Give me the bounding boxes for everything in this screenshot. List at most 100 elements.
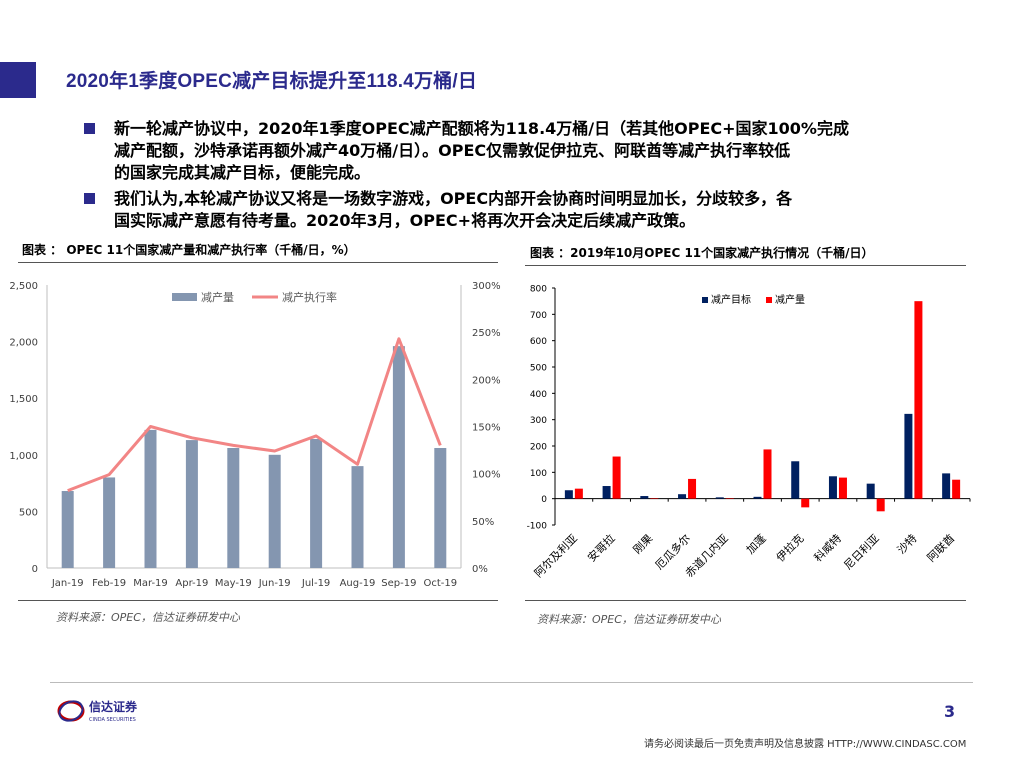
reduction-bar — [310, 438, 323, 568]
left-source-note: 资料来源：OPEC，信达证券研发中心 — [56, 611, 240, 624]
x-tick-label: 沙特 — [894, 531, 919, 556]
bullet-square-icon — [84, 193, 95, 204]
target-bar — [904, 413, 913, 499]
legend-target-label: 减产目标 — [711, 293, 751, 306]
x-tick-label: 伊拉克 — [773, 531, 806, 564]
right-figure-caption: 图表 ：2019年10月OPEC 11个国家减产执行情况（千桶/日） — [530, 246, 874, 260]
bullet-square-icon — [84, 123, 95, 134]
x-tick-label: 科威特 — [811, 531, 844, 564]
x-tick-label: 阿联酋 — [924, 531, 957, 564]
reduction-bar — [103, 477, 116, 568]
actual-bar — [725, 498, 734, 499]
bullet-2-line-1: 我们认为,本轮减产协议又将是一场数字游戏，OPEC内部开会协商时间明显加长，分歧… — [114, 189, 793, 208]
y-tick-label: 2,500 — [9, 281, 38, 292]
right-source-note: 资料来源：OPEC，信达证券研发中心 — [537, 613, 721, 626]
y-tick-label: 500 — [19, 507, 38, 518]
x-tick-label: 加蓬 — [744, 532, 769, 557]
target-bar — [564, 490, 573, 499]
y-tick-label: 400 — [530, 390, 547, 400]
reduction-bar — [268, 454, 281, 568]
bullet-1: 新一轮减产协议中，2020年1季度OPEC减产配额将为118.4万桶/日（若其他… — [84, 118, 954, 184]
x-tick-label: Aug-19 — [340, 578, 376, 589]
actual-bar — [763, 449, 772, 499]
x-tick-label: Oct-19 — [423, 578, 457, 589]
title-accent-bar — [0, 62, 36, 98]
left-caption-rule — [18, 262, 498, 263]
slide-title: 2020年1季度OPEC减产目标提升至118.4万桶/日 — [66, 71, 478, 92]
left-figure-caption: 图表 ： OPEC 11个国家减产量和减产执行率（千桶/日，%） — [22, 243, 356, 257]
reduction-bar — [185, 440, 198, 568]
x-tick-label: Jan-19 — [51, 578, 84, 589]
reduction-bar — [61, 491, 74, 568]
target-bar — [715, 497, 724, 499]
x-tick-label: Mar-19 — [133, 578, 168, 589]
x-tick-label: May-19 — [215, 578, 252, 589]
y-tick-label: 700 — [530, 311, 547, 321]
compliance-rate-line — [67, 337, 442, 493]
actual-bar — [612, 456, 621, 499]
y2-tick-label: 200% — [472, 375, 501, 386]
reduction-bar — [392, 346, 405, 568]
y2-tick-label: 150% — [472, 423, 501, 434]
x-tick-label: Jun-19 — [258, 578, 291, 589]
y-tick-label: 2,000 — [9, 338, 38, 349]
y2-tick-label: 100% — [472, 470, 501, 481]
actual-bar — [838, 477, 847, 499]
logo-subtitle: CINDA SECURITIES — [89, 717, 136, 723]
y-tick-label: 500 — [530, 364, 547, 374]
footer-rule — [50, 682, 973, 683]
target-bar — [678, 494, 687, 499]
y-tick-label: 300 — [530, 416, 547, 426]
bullet-1-line-2: 减产配额，沙特承诺再额外减产40万桶/日）。OPEC仅需敦促伊拉克、阿联酋等减产… — [114, 141, 791, 160]
bullet-1-line-3: 的国家完成其减产目标，便能完成。 — [114, 163, 371, 182]
page-number: 3 — [944, 702, 956, 721]
cinda-logo: 信达证券 CINDA SECURITIES — [57, 697, 157, 725]
disclaimer-link[interactable]: 请务必阅读最后一页免责声明及信息披露 HTTP://WWW.CINDASC.CO… — [644, 739, 967, 750]
y-tick-label: 800 — [530, 285, 547, 295]
target-bar — [602, 486, 611, 499]
y-tick-label: 1,000 — [9, 451, 38, 462]
y2-tick-label: 300% — [472, 281, 501, 292]
target-bar — [640, 496, 649, 499]
actual-bar — [801, 498, 810, 508]
legend-actual-swatch — [766, 297, 772, 303]
logo-name: 信达证券 — [89, 699, 138, 714]
legend-bar-swatch — [172, 293, 197, 301]
y-tick-label: 600 — [530, 337, 547, 347]
actual-bar — [876, 498, 885, 512]
reduction-bar — [351, 466, 364, 568]
cinda-logo-icon: 信达证券 CINDA SECURITIES — [57, 699, 138, 723]
legend-bar-label: 减产量 — [201, 290, 234, 304]
right-caption-rule — [525, 265, 966, 266]
reduction-bar — [144, 429, 157, 568]
actual-bar — [952, 479, 961, 499]
y2-tick-label: 250% — [472, 328, 501, 339]
x-tick-label: Apr-19 — [175, 578, 208, 589]
target-bar — [942, 473, 951, 499]
x-tick-label: Feb-19 — [92, 578, 126, 589]
legend-actual-label: 减产量 — [775, 293, 805, 306]
y2-tick-label: 50% — [472, 517, 494, 528]
left-combo-chart: 0 500 1,000 1,500 2,000 2,500 0% 50% 100% 150% 200… — [9, 281, 501, 589]
legend-target-swatch — [702, 297, 708, 303]
actual-bar — [914, 301, 923, 499]
x-tick-label: 尼日利亚 — [841, 532, 881, 572]
x-tick-label: 刚果 — [631, 532, 656, 557]
actual-bar — [688, 478, 697, 499]
target-bar — [866, 483, 875, 499]
actual-bar — [574, 488, 583, 499]
y-tick-label: 0 — [541, 495, 547, 505]
left-source-rule — [18, 600, 498, 601]
bullet-2-line-2: 国实际减产意愿有待考量。2020年3月，OPEC+将再次开会决定后续减产政策。 — [114, 211, 696, 230]
target-bar — [753, 496, 762, 499]
x-tick-label: Jul-19 — [301, 578, 330, 589]
x-tick-label: 安哥拉 — [584, 531, 617, 564]
right-source-rule — [525, 600, 966, 601]
x-tick-label: Sep-19 — [381, 578, 416, 589]
reduction-bar — [227, 448, 240, 568]
target-bar — [791, 461, 800, 499]
x-tick-label: 阿尔及利亚 — [532, 532, 580, 580]
y2-tick-label: 0% — [472, 564, 488, 575]
target-bar — [828, 476, 837, 499]
